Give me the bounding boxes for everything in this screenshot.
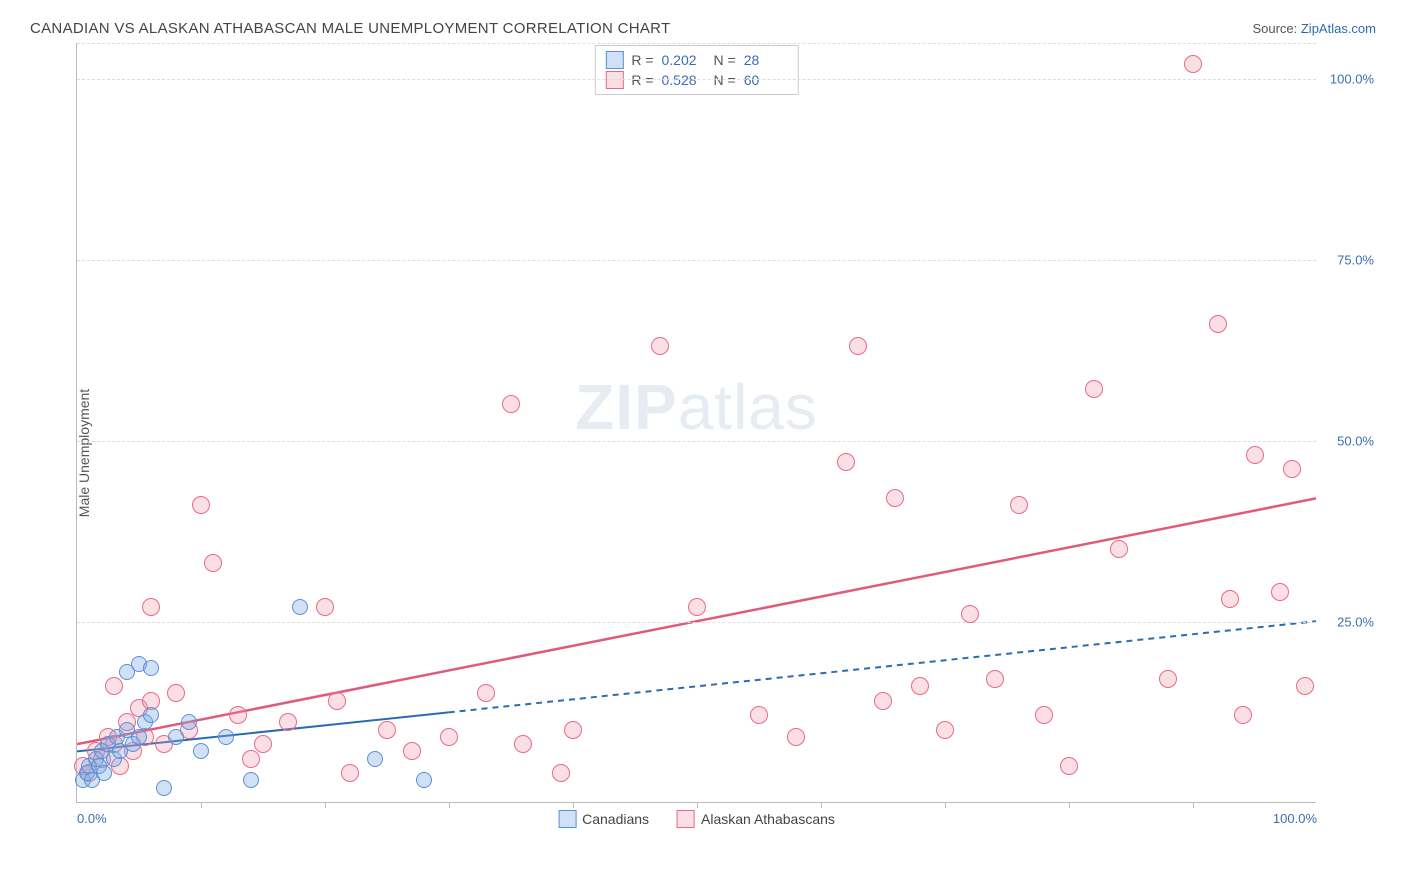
data-point-pink (1159, 670, 1177, 688)
data-point-pink (874, 692, 892, 710)
data-point-pink (688, 598, 706, 616)
data-point-blue (96, 765, 112, 781)
gridline-h (77, 441, 1316, 442)
data-point-blue (143, 707, 159, 723)
data-point-pink (440, 728, 458, 746)
chart-area: Male Unemployment ZIPatlas R =0.202 N =2… (30, 43, 1376, 863)
data-point-pink (1221, 590, 1239, 608)
chart-header: CANADIAN VS ALASKAN ATHABASCAN MALE UNEM… (30, 20, 1376, 37)
swatch-blue (558, 810, 576, 828)
data-point-pink (477, 684, 495, 702)
xtick (449, 802, 450, 808)
ytick-label: 75.0% (1337, 253, 1374, 268)
data-point-pink (514, 735, 532, 753)
data-point-pink (1035, 706, 1053, 724)
xtick (945, 802, 946, 808)
data-point-blue (131, 729, 147, 745)
gridline-h (77, 622, 1316, 623)
data-point-pink (1060, 757, 1078, 775)
data-point-pink (279, 713, 297, 731)
xtick (573, 802, 574, 808)
data-point-pink (1010, 496, 1028, 514)
data-point-pink (986, 670, 1004, 688)
gridline-h (77, 79, 1316, 80)
data-point-pink (787, 728, 805, 746)
data-point-pink (242, 750, 260, 768)
data-point-pink (378, 721, 396, 739)
data-point-blue (181, 714, 197, 730)
watermark: ZIPatlas (575, 370, 818, 444)
data-point-pink (1271, 583, 1289, 601)
data-point-pink (886, 489, 904, 507)
data-point-blue (367, 751, 383, 767)
data-point-pink (1246, 446, 1264, 464)
swatch-blue (605, 51, 623, 69)
data-point-blue (193, 743, 209, 759)
data-point-pink (341, 764, 359, 782)
data-point-pink (167, 684, 185, 702)
data-point-pink (1296, 677, 1314, 695)
ytick-label: 50.0% (1337, 434, 1374, 449)
data-point-pink (1234, 706, 1252, 724)
data-point-pink (936, 721, 954, 739)
data-point-pink (849, 337, 867, 355)
ytick-label: 25.0% (1337, 615, 1374, 630)
data-point-blue (416, 772, 432, 788)
data-point-pink (502, 395, 520, 413)
xtick (821, 802, 822, 808)
xtick (201, 802, 202, 808)
xtick (325, 802, 326, 808)
data-point-pink (204, 554, 222, 572)
xtick (1193, 802, 1194, 808)
data-point-pink (316, 598, 334, 616)
data-point-pink (961, 605, 979, 623)
data-point-pink (192, 496, 210, 514)
source-link[interactable]: ZipAtlas.com (1301, 21, 1376, 36)
data-point-pink (1283, 460, 1301, 478)
data-point-pink (1085, 380, 1103, 398)
data-point-pink (142, 598, 160, 616)
xtick (697, 802, 698, 808)
legend-item-pink: Alaskan Athabascans (677, 810, 835, 828)
trend-lines (77, 43, 1316, 802)
chart-title: CANADIAN VS ALASKAN ATHABASCAN MALE UNEM… (30, 20, 671, 37)
stats-legend-box: R =0.202 N =28 R =0.528 N =60 (594, 45, 798, 95)
data-point-pink (651, 337, 669, 355)
swatch-pink (677, 810, 695, 828)
legend-item-blue: Canadians (558, 810, 649, 828)
data-point-pink (1184, 55, 1202, 73)
data-point-blue (156, 780, 172, 796)
gridline-h (77, 260, 1316, 261)
xtick-label: 0.0% (77, 811, 107, 826)
data-point-pink (1209, 315, 1227, 333)
data-point-pink (328, 692, 346, 710)
data-point-pink (911, 677, 929, 695)
data-point-blue (168, 729, 184, 745)
data-point-pink (837, 453, 855, 471)
data-point-pink (229, 706, 247, 724)
data-point-blue (243, 772, 259, 788)
data-point-blue (292, 599, 308, 615)
data-point-pink (1110, 540, 1128, 558)
bottom-legend: Canadians Alaskan Athabascans (558, 810, 835, 828)
data-point-pink (750, 706, 768, 724)
data-point-pink (254, 735, 272, 753)
stats-row-blue: R =0.202 N =28 (605, 50, 787, 70)
data-point-pink (564, 721, 582, 739)
ytick-label: 100.0% (1330, 72, 1374, 87)
data-point-pink (552, 764, 570, 782)
data-point-blue (218, 729, 234, 745)
xtick-label: 100.0% (1273, 811, 1317, 826)
data-point-pink (403, 742, 421, 760)
xtick (1069, 802, 1070, 808)
data-point-blue (143, 660, 159, 676)
plot-region: ZIPatlas R =0.202 N =28 R =0.528 N =60 C… (76, 43, 1316, 803)
source-attribution: Source: ZipAtlas.com (1252, 21, 1376, 36)
data-point-pink (105, 677, 123, 695)
